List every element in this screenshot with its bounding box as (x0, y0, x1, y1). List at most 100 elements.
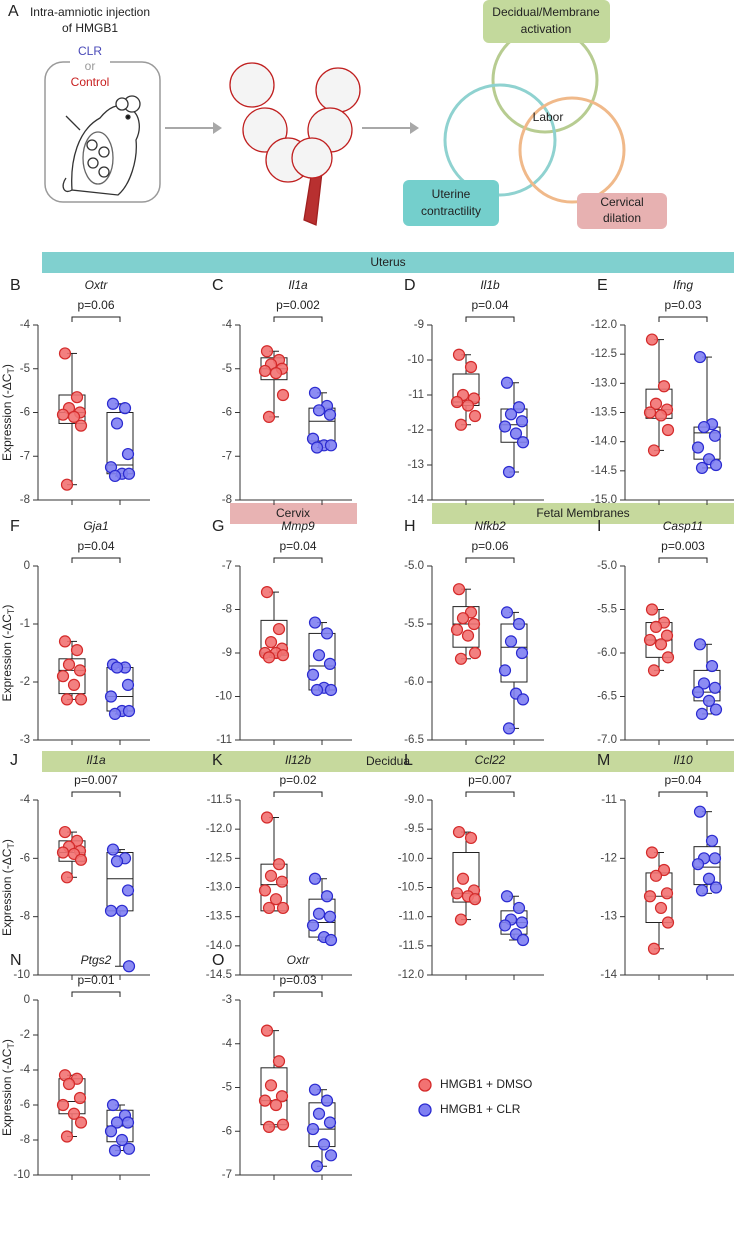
p-value: p=0.04 (77, 539, 114, 553)
y-tick-label: -13.5 (206, 911, 232, 923)
p-value: p=0.01 (77, 973, 114, 987)
data-point (62, 658, 76, 671)
data-point (310, 1160, 324, 1173)
diagram-text: Intra-amniotic injection (30, 5, 150, 19)
panel-letter: M (597, 752, 610, 769)
panel-letter: I (597, 518, 601, 535)
venn-box (483, 0, 610, 43)
p-value: p=0.02 (279, 773, 316, 787)
data-point (702, 694, 716, 707)
data-point (450, 623, 464, 636)
bracket (71, 791, 121, 797)
y-axis-label: Expression (-ΔCT) (0, 839, 16, 936)
y-tick-label: -10.5 (398, 882, 424, 894)
data-point (693, 638, 707, 651)
data-point (702, 872, 716, 885)
venn-label: activation (521, 22, 572, 36)
data-point (509, 427, 523, 440)
data-point (260, 585, 274, 599)
data-point (306, 1122, 320, 1136)
data-point (498, 919, 512, 932)
data-point (643, 406, 657, 419)
data-point (118, 402, 132, 415)
data-point (269, 1098, 283, 1112)
y-tick-label: -8 (20, 1134, 30, 1146)
data-point (258, 884, 272, 897)
y-tick-label: -12 (407, 424, 424, 436)
panel-letter: O (212, 952, 224, 969)
data-point (73, 664, 87, 677)
data-point (454, 652, 468, 665)
bracket (273, 791, 323, 797)
data-point (56, 408, 70, 421)
section-title: Uterus (370, 255, 405, 269)
data-point (709, 703, 723, 716)
y-tick-label: -12.0 (398, 969, 424, 981)
data-point (106, 843, 120, 856)
data-point (58, 347, 72, 360)
data-point (110, 855, 124, 868)
panel-title: Il1a (288, 278, 308, 292)
data-point (104, 904, 118, 917)
legend-label: HMGB1 + CLR (440, 1102, 521, 1116)
y-tick-label: -6 (222, 1125, 232, 1137)
panel-title: Il12b (285, 753, 311, 767)
data-point (308, 872, 322, 885)
data-point (122, 960, 136, 973)
data-point (310, 441, 324, 454)
data-point (122, 704, 136, 718)
y-tick-label: -11 (216, 734, 232, 746)
data-point (654, 409, 668, 422)
data-point (74, 1116, 88, 1129)
section-title: Fetal Membranes (536, 506, 629, 520)
data-point (654, 638, 668, 651)
y-tick-label: -1 (20, 618, 30, 630)
venn-circle (518, 96, 626, 204)
data-point (500, 606, 514, 619)
y-tick-label: -7 (222, 560, 232, 572)
panel-letter: L (404, 752, 413, 769)
data-point (500, 376, 514, 389)
y-tick-label: -14 (407, 494, 424, 506)
y-tick-label: -12.5 (206, 852, 232, 864)
data-point (70, 391, 84, 404)
data-point (108, 707, 122, 721)
data-point (264, 869, 278, 882)
data-point (467, 617, 481, 631)
data-point (468, 409, 482, 423)
data-point (516, 933, 530, 947)
bracket (273, 991, 323, 997)
y-tick-label: -4 (20, 1064, 31, 1076)
p-value: p=0.06 (77, 298, 114, 312)
y-tick-label: -4 (20, 794, 31, 806)
data-point (306, 919, 320, 932)
y-tick-label: -8 (222, 494, 232, 506)
frame-gap (70, 45, 110, 93)
y-tick-label: -15.0 (591, 494, 617, 506)
data-point (452, 825, 466, 839)
data-point (323, 1116, 337, 1129)
data-point (695, 884, 709, 897)
p-value: p=0.04 (664, 773, 701, 787)
data-point (456, 612, 470, 625)
data-point (515, 646, 529, 660)
bracket (273, 557, 323, 563)
data-point (110, 661, 124, 674)
data-point (260, 811, 274, 824)
data-point (312, 1107, 326, 1120)
panel-title: Ccl22 (475, 753, 506, 767)
data-point (264, 1079, 278, 1092)
bracket (658, 557, 708, 563)
panel-title: Gja1 (83, 519, 108, 533)
data-point (452, 583, 466, 596)
data-point (67, 1107, 81, 1120)
bracket (658, 791, 708, 797)
data-point (56, 846, 70, 859)
panel-letter: H (404, 518, 416, 535)
bracket (465, 316, 515, 322)
data-point (654, 901, 668, 915)
data-point (70, 643, 84, 657)
diagram-text: or (85, 59, 96, 73)
diagram-text: Control (71, 75, 110, 89)
data-point (512, 901, 526, 915)
